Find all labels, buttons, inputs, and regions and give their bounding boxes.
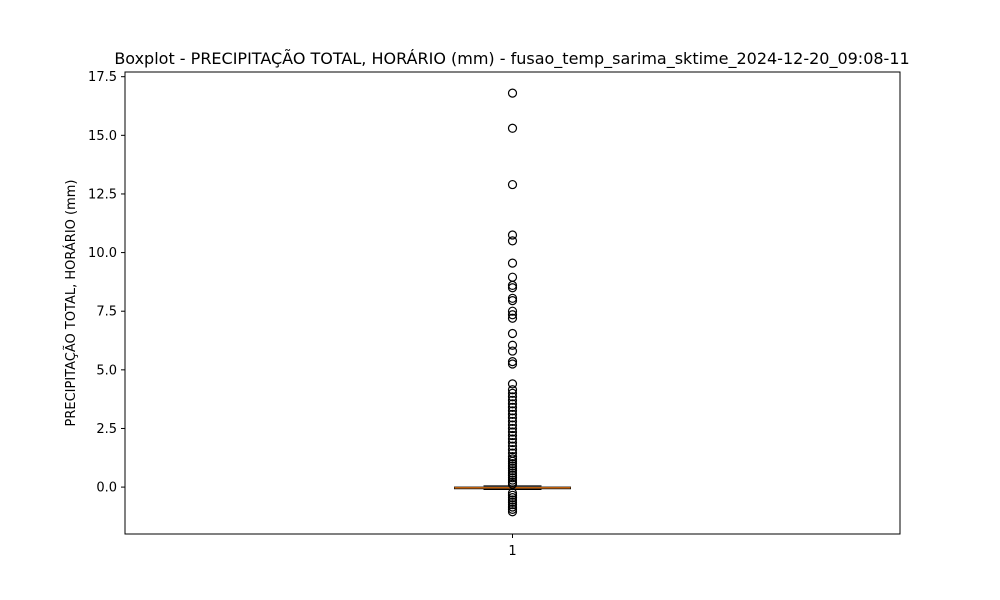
outlier-point xyxy=(507,434,518,444)
outlier-point xyxy=(507,444,518,455)
outlier-point xyxy=(507,416,518,427)
outlier-point xyxy=(507,306,518,316)
outlier-point xyxy=(507,328,518,339)
y-tick-label: 12.5 xyxy=(88,187,117,202)
outlier-point xyxy=(507,473,518,483)
outlier-point xyxy=(507,459,518,469)
outlier-point xyxy=(507,420,518,430)
outlier-point xyxy=(507,430,518,441)
outlier-point xyxy=(507,296,518,306)
outlier-point xyxy=(507,413,518,423)
y-axis-ticks: 0.0 2.5 5.0 7.5 10.0 12.5 15.0 17.5 xyxy=(88,70,125,496)
outlier-point xyxy=(507,258,518,268)
outlier-point xyxy=(507,179,518,190)
outlier-point xyxy=(507,437,518,448)
outlier-point xyxy=(507,402,518,412)
outlier-point xyxy=(507,230,518,240)
outlier-point xyxy=(507,293,518,303)
outlier-point xyxy=(507,409,518,419)
outlier-point xyxy=(507,236,518,246)
outlier-point xyxy=(507,385,518,395)
outlier-point xyxy=(507,441,518,451)
y-tick-label: 15.0 xyxy=(88,129,117,144)
outlier-point xyxy=(507,427,518,437)
outlier-point xyxy=(507,504,518,514)
outlier-point xyxy=(507,490,518,500)
y-tick-label: 7.5 xyxy=(96,305,117,320)
outlier-point xyxy=(507,452,518,462)
chart-title: Boxplot - PRECIPITAÇÃO TOTAL, HORÁRIO (m… xyxy=(114,49,909,69)
outlier-point xyxy=(507,313,518,323)
outlier-point xyxy=(507,272,518,282)
outlier-point xyxy=(507,379,518,389)
outlier-point xyxy=(507,488,518,498)
outlier-point xyxy=(507,388,518,398)
outlier-point xyxy=(507,88,518,98)
outlier-point xyxy=(507,466,518,476)
outlier-point xyxy=(507,461,518,471)
y-axis-label: PRECIPITAÇÃO TOTAL, HORÁRIO (mm) xyxy=(63,180,79,427)
outlier-point xyxy=(507,493,518,503)
outlier-points xyxy=(507,88,518,517)
outlier-point xyxy=(507,359,518,369)
y-tick-label: 2.5 xyxy=(96,422,117,437)
outlier-point xyxy=(507,399,518,409)
x-axis-ticks: 1 xyxy=(508,534,517,559)
outlier-point xyxy=(507,470,518,480)
outlier-point xyxy=(507,357,518,367)
outlier-point xyxy=(507,475,518,485)
outlier-point xyxy=(507,479,518,489)
outlier-point xyxy=(507,500,518,510)
outlier-point xyxy=(507,507,518,517)
outlier-point xyxy=(507,123,518,133)
outlier-point xyxy=(507,406,518,416)
x-tick-label: 1 xyxy=(508,544,516,559)
y-tick-label: 0.0 xyxy=(96,481,117,496)
outlier-point xyxy=(507,502,518,512)
y-tick-label: 10.0 xyxy=(88,246,117,261)
outlier-point xyxy=(507,283,518,293)
outlier-point xyxy=(507,423,518,434)
y-tick-label: 17.5 xyxy=(88,70,117,85)
outlier-point xyxy=(507,497,518,507)
outlier-point xyxy=(507,392,518,402)
outlier-point xyxy=(507,463,518,473)
outlier-point xyxy=(507,468,518,478)
outlier-point xyxy=(507,454,518,464)
plot-area-frame xyxy=(124,71,901,535)
outlier-point xyxy=(507,395,518,405)
outlier-point xyxy=(507,310,518,320)
outlier-point xyxy=(507,340,518,350)
outlier-point xyxy=(507,346,518,356)
outlier-point xyxy=(507,495,518,505)
y-tick-label: 5.0 xyxy=(96,363,117,378)
outlier-point xyxy=(507,456,518,466)
outlier-point xyxy=(507,280,518,291)
